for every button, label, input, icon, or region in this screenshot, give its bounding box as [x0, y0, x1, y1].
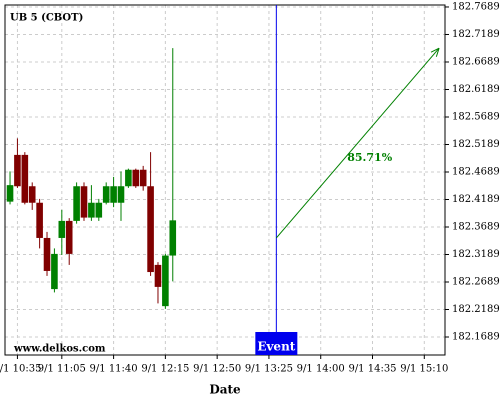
candle-body	[88, 202, 95, 218]
candle-body	[162, 255, 169, 307]
candle-body	[110, 186, 117, 203]
plot-border	[4, 4, 446, 356]
x-tick-label: 9/1 12:50	[193, 364, 241, 375]
watermark: www.delkos.com	[13, 344, 106, 355]
x-tick-label: 9/1 12:15	[141, 364, 189, 375]
y-tick-label: 182.7189	[452, 29, 500, 40]
candle-body	[147, 186, 154, 273]
candle-body	[80, 186, 88, 218]
candle-body	[73, 186, 80, 221]
x-tick-label: 9/1 11:40	[90, 364, 138, 375]
x-tick-label: 9/1 10:35	[0, 364, 41, 375]
x-tick-label: 9/1 11:05	[38, 364, 86, 375]
y-tick-label: 182.1689	[452, 332, 500, 343]
y-tick-label: 182.6189	[452, 84, 500, 95]
y-tick-label: 182.2689	[452, 277, 500, 288]
candle-body	[14, 154, 21, 187]
y-tick-label: 182.5189	[452, 139, 500, 150]
candle-body	[154, 264, 162, 287]
x-tick-label: 9/1 14:35	[348, 364, 396, 375]
candle-body	[169, 220, 177, 256]
x-axis-title: Date	[209, 383, 241, 397]
x-tick-label: 9/1 14:00	[297, 364, 345, 375]
y-tick-label: 182.7689	[452, 1, 500, 12]
candle-body	[21, 154, 29, 203]
candle-body	[117, 186, 125, 203]
candle-body	[6, 185, 14, 202]
y-tick-label: 182.4689	[452, 166, 500, 177]
candle-body	[102, 186, 110, 203]
event-box	[255, 332, 298, 355]
candle-body	[95, 202, 103, 218]
candle-body	[139, 169, 147, 187]
y-tick-label: 182.4189	[452, 194, 500, 205]
candle-body	[51, 253, 58, 290]
chart-title: UB 5 (CBOT)	[10, 13, 83, 24]
event-label: Event	[257, 340, 295, 354]
y-tick-label: 182.2189	[452, 304, 500, 315]
arrow-head	[430, 47, 440, 57]
x-tick-label: 9/1 13:25	[245, 364, 293, 375]
y-tick-label: 182.3189	[452, 249, 500, 260]
x-tick-label: 9/1 15:10	[400, 364, 448, 375]
candle-body	[65, 220, 73, 254]
candle-body	[125, 169, 132, 187]
candle-body	[28, 186, 36, 203]
candle-body	[36, 202, 43, 238]
y-tick-label: 182.3689	[452, 222, 500, 233]
plot	[5, 5, 445, 355]
y-tick-label: 182.6689	[452, 56, 500, 67]
y-tick-label: 182.5689	[452, 111, 500, 122]
arrow-line	[275, 47, 440, 239]
arrow-label: 85.71%	[347, 151, 392, 164]
candle-body	[58, 220, 66, 238]
candle-body	[132, 169, 140, 187]
candle-body	[43, 237, 51, 271]
